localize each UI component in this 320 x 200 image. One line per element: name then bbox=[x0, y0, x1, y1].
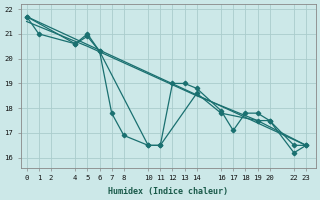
X-axis label: Humidex (Indice chaleur): Humidex (Indice chaleur) bbox=[108, 187, 228, 196]
